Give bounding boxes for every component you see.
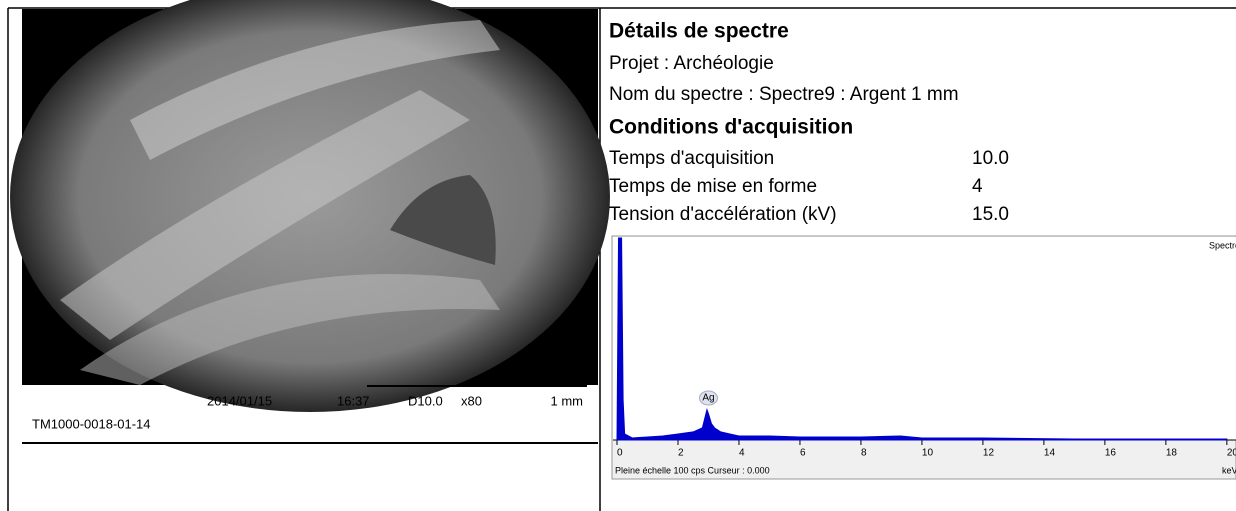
image-distance: D10.0 xyxy=(408,393,443,408)
image-magnification: x80 xyxy=(461,393,482,408)
sem-image xyxy=(10,0,610,412)
x-tick-label: 18 xyxy=(1166,448,1178,459)
conditions-title: Conditions d'acquisition xyxy=(609,116,853,139)
x-tick-label: 10 xyxy=(922,448,934,459)
x-tick-label: 20 xyxy=(1227,448,1236,459)
spectrum-name: Nom du spectre : Spectre9 : Argent 1 mm xyxy=(609,84,959,105)
instrument-id: TM1000-0018-01-14 xyxy=(32,416,151,431)
condition-label: Tension d'accélération (kV) xyxy=(609,204,837,225)
details-title: Détails de spectre xyxy=(609,20,789,43)
spectrum-plot xyxy=(613,237,1236,440)
project: Projet : Archéologie xyxy=(609,53,774,74)
x-tick-label: 4 xyxy=(739,448,745,459)
x-unit: keV xyxy=(1222,465,1236,475)
condition-value: 4 xyxy=(972,176,983,197)
x-tick-label: 8 xyxy=(861,448,867,459)
spectrum-footer: Pleine échelle 100 cps Curseur : 0.000 xyxy=(615,465,770,475)
x-tick-label: 0 xyxy=(617,448,623,459)
x-tick-label: 2 xyxy=(678,448,684,459)
condition-label: Temps d'acquisition xyxy=(609,148,774,169)
condition-label: Temps de mise en forme xyxy=(609,176,817,197)
x-tick-label: 12 xyxy=(983,448,995,459)
x-tick-label: 6 xyxy=(800,448,806,459)
x-tick-label: 14 xyxy=(1044,448,1056,459)
spectrum-area xyxy=(616,237,1228,441)
condition-value: 15.0 xyxy=(972,204,1009,225)
image-date: 2014/01/15 xyxy=(207,393,272,408)
condition-value: 10.0 xyxy=(972,148,1009,169)
x-tick-label: 16 xyxy=(1105,448,1117,459)
peak-label-bg xyxy=(698,390,718,406)
series-name: Spectre9 xyxy=(1209,240,1236,250)
image-scale: 1 mm xyxy=(551,393,584,408)
image-time: 16:37 xyxy=(337,393,370,408)
peak-label: Ag xyxy=(702,393,714,404)
